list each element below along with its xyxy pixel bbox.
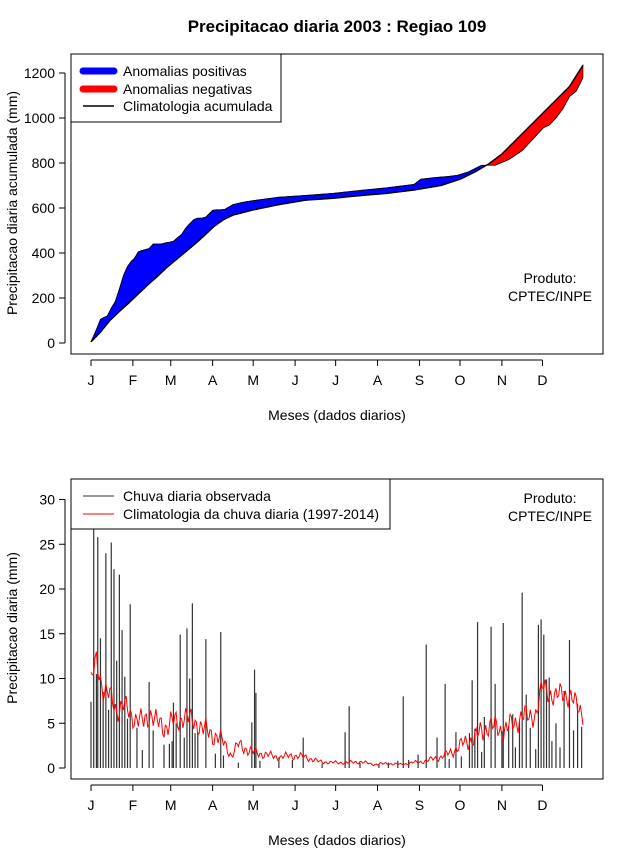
- legend-clim-daily-label: Climatologia da chuva diaria (1997-2014): [123, 506, 379, 522]
- top-plot-frame: [70, 53, 604, 355]
- bottom-y-tick-label: 5: [47, 715, 55, 731]
- top-x-tick-label: J: [292, 372, 299, 388]
- top-legend-box: [70, 53, 282, 123]
- climatology-daily-line: [90, 651, 584, 767]
- observed-daily-bars: [90, 526, 583, 768]
- legend-negative-label: Anomalias negativas: [123, 81, 252, 97]
- legend-climatology-label: Climatologia acumulada: [123, 98, 273, 114]
- top-x-tick-label: O: [455, 372, 466, 388]
- bottom-x-tick-label: J: [332, 797, 339, 813]
- top-x-tick-label: S: [415, 372, 424, 388]
- bottom-legend-box: [70, 478, 391, 530]
- top-y-tick-label: 200: [32, 290, 56, 306]
- top-y-tick-label: 1000: [24, 110, 55, 126]
- climatology-cumulative-line: [90, 64, 584, 343]
- top-y-tick-label: 600: [32, 200, 56, 216]
- bottom-x-tick-label: N: [497, 797, 507, 813]
- bottom-x-tick-label: A: [208, 797, 218, 813]
- bottom-product-label-1: Produto:: [524, 490, 577, 506]
- bottom-x-tick-label: M: [247, 797, 259, 813]
- bottom-x-tick-label: A: [373, 797, 383, 813]
- bottom-y-axis-title: Precipitacao diaria (mm): [4, 552, 20, 704]
- bottom-y-tick-label: 0: [47, 760, 55, 776]
- top-x-tick-label: F: [129, 372, 138, 388]
- negative-anomaly-band: [486, 64, 584, 166]
- daily-panel: 0 5 10 15 20 25 30 J F M A M J J A S O N D Meses (dados d…: [4, 478, 604, 848]
- bottom-y-tick-label: 20: [39, 581, 55, 597]
- top-y-tick-label: 400: [32, 245, 56, 261]
- top-product-label-2: CPTEC/INPE: [508, 288, 592, 304]
- bottom-x-tick-label: J: [88, 797, 95, 813]
- top-x-tick-label: J: [88, 372, 95, 388]
- bottom-product-label-2: CPTEC/INPE: [508, 508, 592, 524]
- legend-positive-label: Anomalias positivas: [123, 63, 247, 79]
- bottom-y-tick-label: 15: [39, 626, 55, 642]
- top-x-tick-label: A: [208, 372, 218, 388]
- bottom-x-tick-label: M: [165, 797, 177, 813]
- bottom-y-tick-label: 25: [39, 536, 55, 552]
- top-y-axis: 0 200 400 600 800 1000 1200: [24, 65, 66, 351]
- top-y-axis-title: Precipitacao diaria acumulada (mm): [4, 91, 20, 315]
- top-x-tick-label: A: [373, 372, 383, 388]
- bottom-x-tick-label: J: [292, 797, 299, 813]
- bottom-x-tick-label: D: [537, 797, 547, 813]
- bottom-y-tick-label: 30: [39, 492, 55, 508]
- bottom-y-axis: 0 5 10 15 20 25 30: [39, 492, 66, 776]
- top-y-tick-label: 1200: [24, 65, 55, 81]
- top-x-tick-label: M: [165, 372, 177, 388]
- observed-cumulative-line: [90, 77, 584, 343]
- top-y-tick-label: 800: [32, 155, 56, 171]
- top-y-tick-label: 0: [47, 335, 55, 351]
- bottom-x-tick-label: O: [455, 797, 466, 813]
- top-product-label-1: Produto:: [524, 270, 577, 286]
- legend-observed-label: Chuva diaria observada: [123, 488, 271, 504]
- top-x-tick-label: J: [332, 372, 339, 388]
- bottom-x-tick-label: F: [129, 797, 138, 813]
- bottom-y-tick-label: 10: [39, 671, 55, 687]
- positive-anomaly-band: [90, 164, 486, 343]
- bottom-x-axis-title: Meses (dados diarios): [268, 832, 406, 848]
- top-legend: Anomalias positivas Anomalias negativas …: [70, 53, 282, 123]
- cumulative-panel: 0 200 400 600 800 1000 1200 J F M A M J J A S O N D Meses…: [4, 53, 604, 423]
- top-x-tick-label: M: [247, 372, 259, 388]
- bottom-legend: Chuva diaria observada Climatologia da c…: [70, 478, 391, 530]
- top-x-tick-label: D: [537, 372, 547, 388]
- top-x-axis-title: Meses (dados diarios): [268, 407, 406, 423]
- top-x-tick-label: N: [497, 372, 507, 388]
- figure-title: Precipitacao diaria 2003 : Regiao 109: [188, 17, 487, 36]
- bottom-x-tick-label: S: [415, 797, 424, 813]
